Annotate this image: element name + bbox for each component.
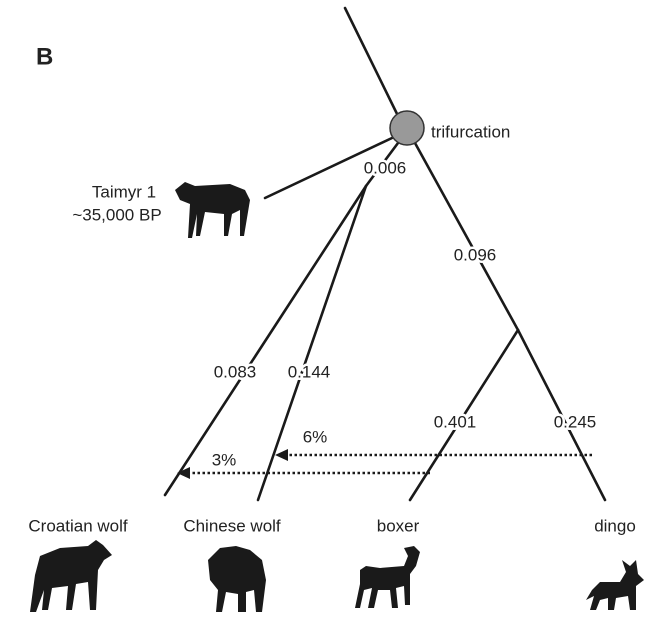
leaf-label: Chinese wolf: [183, 516, 281, 535]
branch-length: 0.245: [554, 412, 597, 431]
dog-stem-branch: [415, 143, 518, 330]
trifurcation-node: [390, 111, 424, 145]
dog-silhouette: [355, 546, 420, 608]
admixture-label: 3%: [212, 450, 237, 469]
wolf-silhouette: [30, 540, 112, 612]
leaf-label: Croatian wolf: [28, 516, 127, 535]
sample-name: Taimyr 1: [92, 182, 156, 201]
branch-length: 0.096: [454, 245, 497, 264]
leaf-label: dingo: [594, 516, 636, 535]
root-branch: [345, 8, 400, 120]
node-label: trifurcation: [431, 122, 510, 141]
phylogeny-diagram: B trifurcation Taimyr 1 ~35,000 BP 0.006…: [0, 0, 647, 618]
wolf-silhouette: [175, 182, 250, 238]
arrow-head: [275, 449, 288, 461]
chinese-branch: [258, 186, 366, 500]
wolf-silhouette: [208, 546, 266, 612]
sample-age: ~35,000 BP: [72, 205, 161, 224]
branch-length: 0.083: [214, 362, 257, 381]
panel-label: B: [36, 43, 53, 70]
branch-length: 0.144: [288, 362, 331, 381]
croatian-branch: [165, 186, 366, 495]
leaf-label: boxer: [377, 516, 420, 535]
admixture-label: 6%: [303, 427, 328, 446]
branch-length: 0.006: [364, 158, 407, 177]
branch-length: 0.401: [434, 412, 477, 431]
dog-silhouette: [586, 560, 644, 610]
